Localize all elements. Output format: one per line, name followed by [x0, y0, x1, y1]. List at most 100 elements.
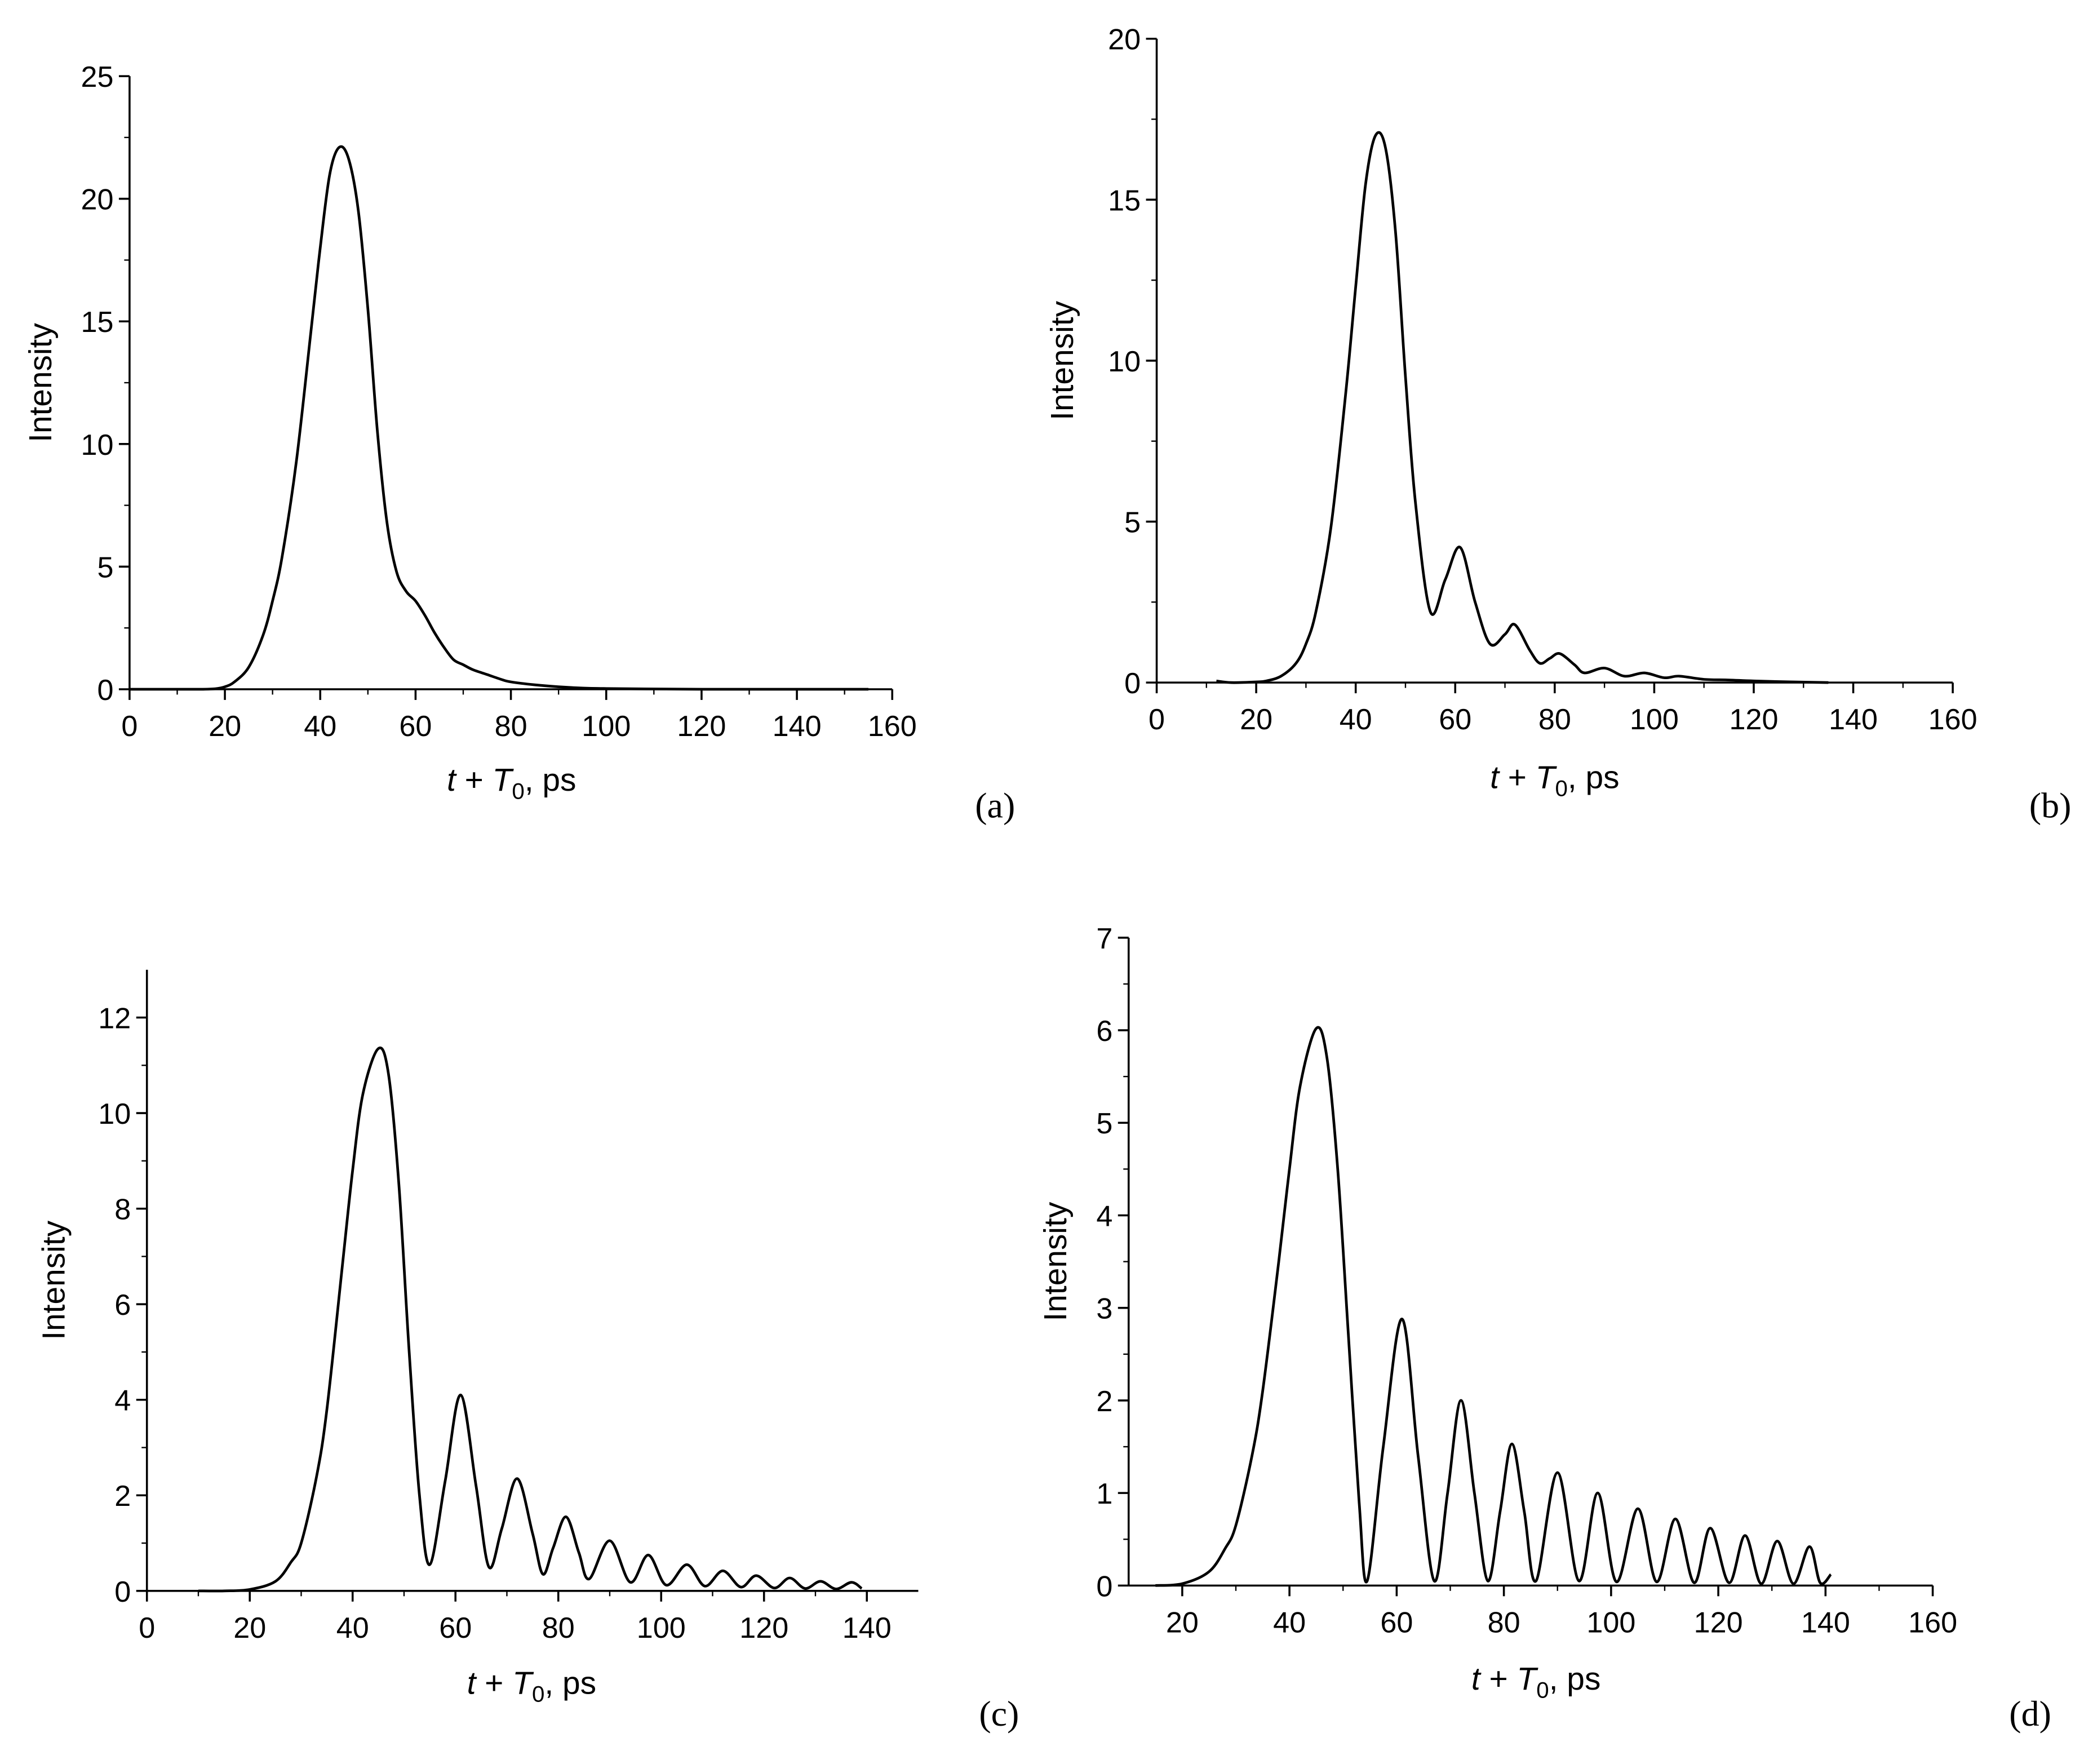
y-tick-label: 6 — [114, 1289, 131, 1322]
x-axis-label-part: , ps — [1568, 760, 1620, 795]
y-tick-label: 2 — [114, 1480, 131, 1513]
x-tick-label: 40 — [1340, 703, 1372, 736]
x-tick-label: 40 — [304, 710, 336, 743]
y-tick-label: 10 — [81, 429, 113, 462]
data-line — [1155, 1026, 1832, 1587]
y-axis-label: Intensity — [37, 1220, 72, 1340]
x-tick-label: 20 — [1166, 1606, 1199, 1639]
x-axis-label-part: 0 — [1555, 776, 1567, 801]
x-tick-label: 0 — [139, 1612, 155, 1645]
x-tick-label: 80 — [495, 710, 527, 743]
y-tick-label: 0 — [1124, 667, 1141, 700]
y-tick-label: 20 — [1108, 24, 1141, 56]
x-axis-label-part: + — [1499, 760, 1536, 795]
x-tick-label: 20 — [233, 1612, 266, 1645]
y-tick-label: 4 — [1096, 1200, 1112, 1233]
y-tick-label: 10 — [98, 1098, 131, 1131]
y-tick-label: 25 — [81, 61, 113, 94]
y-tick-label: 20 — [81, 184, 113, 216]
y-tick-label: 15 — [1108, 184, 1141, 217]
x-axis-label-part: , ps — [544, 1665, 596, 1701]
panel-label: (b) — [2029, 786, 2072, 826]
x-axis-label-part: t — [1490, 760, 1500, 795]
x-tick-label: 60 — [1439, 703, 1471, 736]
x-axis-label: t + T0, ps — [447, 763, 576, 804]
x-tick-label: 0 — [1149, 703, 1165, 736]
x-tick-label: 0 — [121, 710, 138, 743]
x-tick-label: 80 — [1538, 703, 1571, 736]
x-tick-label: 140 — [1801, 1606, 1850, 1639]
x-tick-label: 160 — [1928, 703, 1977, 736]
y-tick-label: 0 — [97, 674, 113, 707]
x-axis-label-part: 0 — [532, 1682, 544, 1707]
x-axis-label-part: + — [1480, 1661, 1517, 1697]
chart-panel: 0 5 10 15 20 0 20 40 60 80 100 120 140 160 Intensity t … — [1045, 24, 2071, 826]
x-tick-label: 120 — [677, 710, 726, 743]
x-tick-label: 60 — [439, 1612, 472, 1645]
x-axis-label: t + T0, ps — [1471, 1661, 1600, 1703]
chart-panel: 0 1 2 3 4 5 6 7 20 40 60 80 100 120 140 160 Intensity t +… — [1038, 923, 2051, 1734]
x-tick-label: 120 — [1694, 1606, 1743, 1639]
x-tick-label: 20 — [209, 710, 241, 743]
y-tick-label: 12 — [98, 1002, 131, 1035]
x-axis-label-part: t — [447, 763, 457, 798]
x-tick-label: 40 — [1273, 1606, 1306, 1639]
x-tick-label: 100 — [582, 710, 631, 743]
x-axis-label-part: T — [512, 1665, 534, 1701]
x-tick-label: 80 — [1488, 1606, 1520, 1639]
x-tick-label: 140 — [1829, 703, 1878, 736]
x-axis-label-part: 0 — [512, 778, 524, 804]
x-axis-label-part: , ps — [1549, 1661, 1601, 1697]
y-tick-label: 5 — [97, 551, 113, 584]
x-axis-label-part: t — [467, 1665, 477, 1701]
x-axis-label-part: T — [493, 763, 515, 798]
data-line — [1216, 131, 1829, 684]
data-line — [129, 145, 868, 691]
y-tick-label: 0 — [1096, 1570, 1112, 1603]
y-tick-label: 10 — [1108, 345, 1141, 378]
chart-panel: 0 5 10 15 20 25 0 20 40 60 80 100 120 140 160 Intensity… — [23, 61, 1015, 825]
x-axis-label-part: 0 — [1536, 1677, 1549, 1703]
x-axis-label-part: T — [1536, 760, 1558, 795]
panel-label: (c) — [979, 1694, 1019, 1734]
x-axis-label-part: + — [476, 1665, 512, 1701]
x-tick-label: 40 — [336, 1612, 369, 1645]
panel-label: (d) — [2009, 1694, 2051, 1734]
y-tick-label: 6 — [1096, 1015, 1112, 1048]
x-axis-label-part: T — [1517, 1661, 1539, 1697]
y-tick-label: 7 — [1096, 923, 1112, 955]
x-tick-label: 20 — [1240, 703, 1272, 736]
x-axis-label-part: + — [456, 763, 493, 798]
y-tick-label: 2 — [1096, 1385, 1112, 1418]
y-tick-label: 5 — [1124, 506, 1141, 539]
y-tick-label: 15 — [81, 306, 113, 339]
x-axis-label-part: t — [1471, 1661, 1482, 1697]
y-tick-label: 8 — [114, 1194, 131, 1226]
x-tick-label: 120 — [1730, 703, 1779, 736]
y-tick-label: 5 — [1096, 1107, 1112, 1140]
y-tick-label: 4 — [114, 1385, 131, 1417]
y-tick-label: 0 — [114, 1576, 131, 1608]
x-tick-label: 140 — [842, 1612, 892, 1645]
x-tick-label: 120 — [739, 1612, 788, 1645]
x-axis-label-part: , ps — [525, 763, 577, 798]
y-tick-label: 1 — [1096, 1478, 1112, 1510]
y-axis-label: Intensity — [1045, 300, 1080, 420]
x-axis-label: t + T0, ps — [467, 1665, 596, 1707]
panel-label: (a) — [975, 786, 1015, 826]
data-line — [198, 1047, 863, 1593]
y-axis-label: Intensity — [23, 323, 59, 442]
x-tick-label: 160 — [1908, 1606, 1957, 1639]
x-axis-label: t + T0, ps — [1490, 760, 1619, 801]
x-tick-label: 100 — [1586, 1606, 1635, 1639]
x-tick-label: 140 — [773, 710, 822, 743]
x-tick-label: 60 — [399, 710, 432, 743]
x-tick-label: 100 — [637, 1612, 686, 1645]
y-axis-label: Intensity — [1038, 1202, 1074, 1321]
x-tick-label: 60 — [1380, 1606, 1413, 1639]
x-tick-label: 80 — [542, 1612, 575, 1645]
x-tick-label: 100 — [1630, 703, 1679, 736]
x-tick-label: 160 — [868, 710, 917, 743]
